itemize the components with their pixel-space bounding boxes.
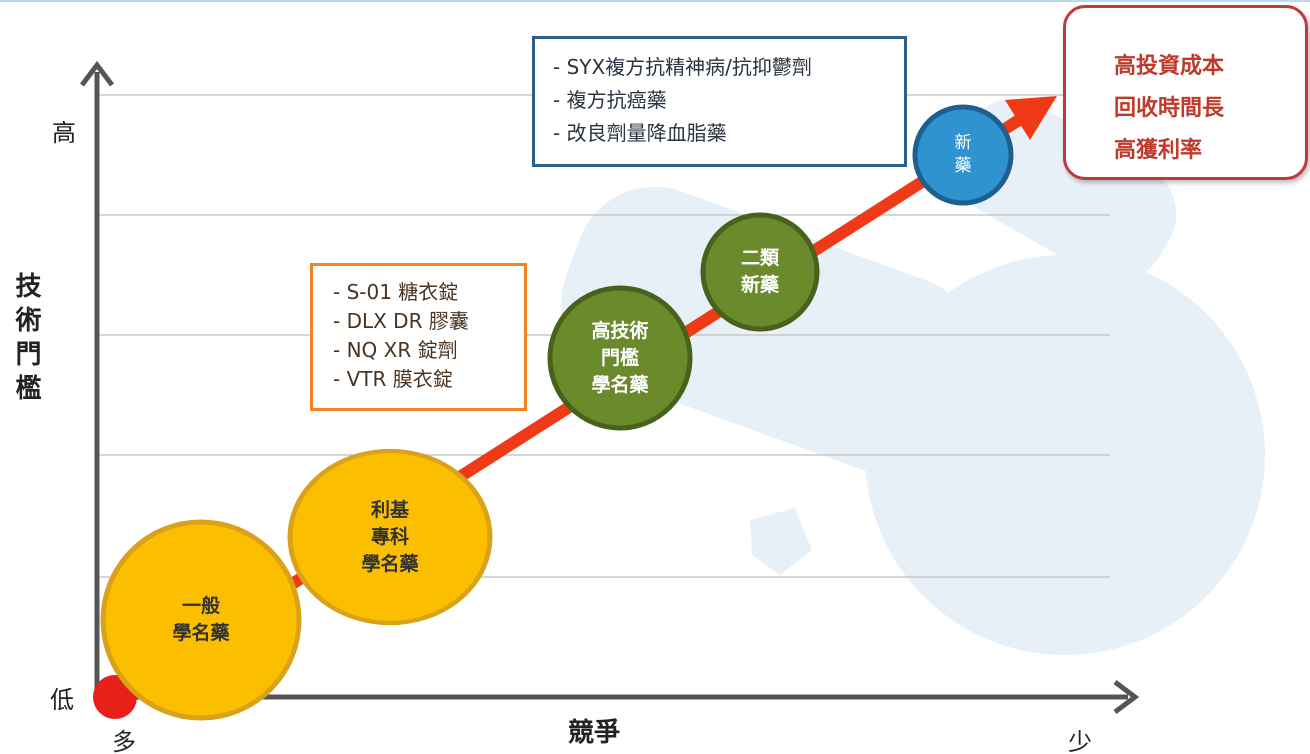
stage-label: 高技術 門檻 學名藥 [550, 288, 690, 428]
stage-line: 新 [954, 133, 972, 153]
box-item: 高獲利率 [1114, 138, 1203, 163]
box-item: - 改良劑量降血脂藥 [553, 121, 727, 145]
stage-line: 新藥 [740, 274, 779, 296]
stage-label: 利基 專科 學名藥 [290, 455, 490, 619]
stage-label: 一般 學名藥 [103, 545, 299, 695]
box-item: - S-01 糖衣錠 [333, 280, 459, 304]
box-item: - 複方抗癌藥 [553, 88, 667, 112]
stage-label: 新藥 [915, 107, 1011, 203]
stage-line: 學名藥 [591, 373, 649, 396]
stage-line: 學名藥 [172, 622, 230, 644]
box-item: - VTR 膜衣錠 [333, 367, 453, 391]
y-low: 低 [50, 686, 74, 714]
y-high: 高 [52, 119, 76, 147]
product-box: - SYX複方抗精神病/抗抑鬱劑 - 複方抗癌藥 - 改良劑量降血脂藥 [532, 36, 907, 167]
y-title: 技術門檻 [11, 272, 41, 408]
stage-line: 藥 [954, 156, 972, 176]
x-title: 競爭 [568, 718, 621, 748]
stage-line: 專科 [370, 525, 409, 548]
x-left: 多 [112, 728, 136, 754]
box-item: - SYX複方抗精神病/抗抑鬱劑 [553, 55, 812, 79]
stage-line: 門檻 [600, 346, 639, 369]
stage-line: 利基 [370, 498, 409, 521]
stage-line: 一般 [181, 595, 220, 617]
stage-label: 二類 新藥 [703, 215, 817, 329]
axes [80, 60, 1140, 714]
feature-box: 高投資成本回收時間長高獲利率 [1063, 5, 1308, 180]
box-item: 高投資成本 [1114, 54, 1225, 79]
stage-line: 學名藥 [361, 552, 419, 575]
box-item: 回收時間長 [1114, 96, 1225, 121]
stage-line: 高技術 [591, 319, 649, 342]
stage-line: 二類 [740, 247, 779, 269]
stage-circles [100, 104, 1014, 721]
product-box: - S-01 糖衣錠 - DLX DR 膠囊 - NQ XR 錠劑 - VTR 膜衣錠 [310, 263, 527, 411]
arrow-head [1005, 96, 1057, 140]
box-item: - NQ XR 錠劑 [333, 338, 458, 362]
x-right: 少 [1068, 728, 1092, 754]
box-item: - DLX DR 膠囊 [333, 309, 469, 333]
